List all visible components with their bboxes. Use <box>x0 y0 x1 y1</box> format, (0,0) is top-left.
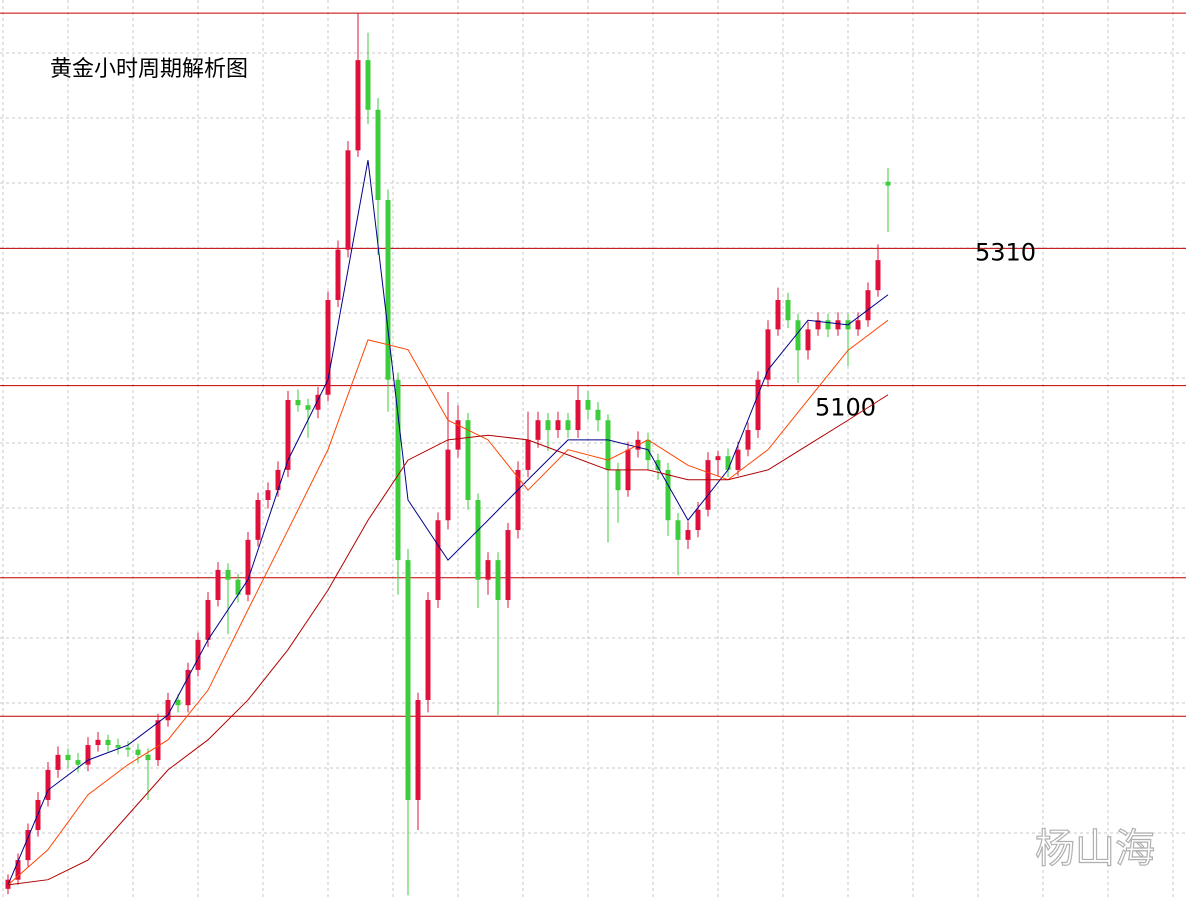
candle-body <box>795 320 801 351</box>
candle-body <box>325 299 331 395</box>
candle-body <box>755 379 761 431</box>
candle-body <box>255 499 261 540</box>
candle-body <box>395 379 401 561</box>
candle-body <box>825 320 831 330</box>
candle-body <box>665 469 671 521</box>
candle-body <box>785 299 791 321</box>
candle-body <box>365 60 371 110</box>
candle-body <box>135 749 141 755</box>
candle-body <box>385 199 391 380</box>
candle-body <box>735 449 741 470</box>
candle-body <box>185 669 191 706</box>
candle-body <box>405 560 411 800</box>
candle-body <box>575 399 581 431</box>
moving-average <box>7 319 889 886</box>
candle-body <box>455 420 461 450</box>
candle-body <box>345 150 351 250</box>
candle-body <box>445 449 451 521</box>
candle-body <box>705 460 711 510</box>
candle-body <box>315 394 321 410</box>
candle-body <box>65 754 71 761</box>
candle-body <box>885 181 891 186</box>
watermark: 杨山海 <box>1035 826 1155 872</box>
candle-body <box>55 754 61 770</box>
candle-body <box>865 290 871 321</box>
candle-body <box>875 260 881 291</box>
candle-body <box>615 469 621 491</box>
candle-body <box>275 469 281 491</box>
candle-body <box>505 530 511 600</box>
candle-body <box>675 520 681 540</box>
candle-body <box>655 460 661 470</box>
candle-body <box>835 320 841 330</box>
candle-body <box>215 569 221 600</box>
candle-body <box>355 60 361 151</box>
candle-body <box>515 469 521 531</box>
candle-body <box>375 109 381 200</box>
level-label: 5310 <box>975 238 1036 266</box>
candle-body <box>535 420 541 440</box>
candle-body <box>75 760 81 765</box>
level-label: 5100 <box>815 394 876 422</box>
candle-body <box>285 399 291 470</box>
candle-body <box>465 420 471 500</box>
candle-body <box>45 769 51 800</box>
candle-body <box>485 560 491 580</box>
candle-body <box>545 420 551 431</box>
candle-body <box>295 399 301 406</box>
chart-title: 黄金小时周期解析图 <box>50 57 248 82</box>
candle-body <box>805 329 811 351</box>
candle-body <box>15 860 21 880</box>
candle-body <box>165 699 171 721</box>
candle-body <box>605 420 611 470</box>
candle-body <box>265 490 271 500</box>
candle-body <box>195 639 201 670</box>
candle-body <box>495 560 501 600</box>
candle-body <box>695 509 701 531</box>
candle-body <box>425 599 431 700</box>
candle-body <box>245 539 251 595</box>
candle-body <box>815 320 821 330</box>
candle-body <box>95 739 101 746</box>
candle-body <box>415 699 421 800</box>
candle-body <box>155 720 161 761</box>
candle-body <box>775 299 781 330</box>
candle-body <box>205 599 211 640</box>
candle-body <box>725 456 731 470</box>
candle-body <box>145 754 151 761</box>
moving-averages <box>7 160 889 886</box>
candle-body <box>745 430 751 450</box>
candle-body <box>235 579 241 595</box>
candles <box>5 13 891 896</box>
candle-body <box>435 520 441 600</box>
candle-body <box>125 747 131 750</box>
candle-body <box>175 699 181 706</box>
levels: 5310 5100 <box>0 12 1186 717</box>
candle-body <box>105 739 111 746</box>
candle-body <box>685 530 691 540</box>
candle-body <box>115 745 121 748</box>
moving-average <box>7 160 889 886</box>
candle-body <box>335 249 341 300</box>
candle-body <box>765 329 771 380</box>
candle-body <box>225 569 231 580</box>
candle-body <box>595 409 601 421</box>
moving-average <box>7 394 889 886</box>
candle-body <box>565 420 571 431</box>
candle-body <box>555 420 561 431</box>
candle-body <box>85 745 91 765</box>
candle-body <box>525 439 531 470</box>
candle-body <box>715 456 721 461</box>
candle-body <box>855 320 861 330</box>
candle-body <box>305 405 311 410</box>
candle-body <box>475 499 481 580</box>
candle-body <box>25 830 31 861</box>
candle-body <box>585 399 591 410</box>
